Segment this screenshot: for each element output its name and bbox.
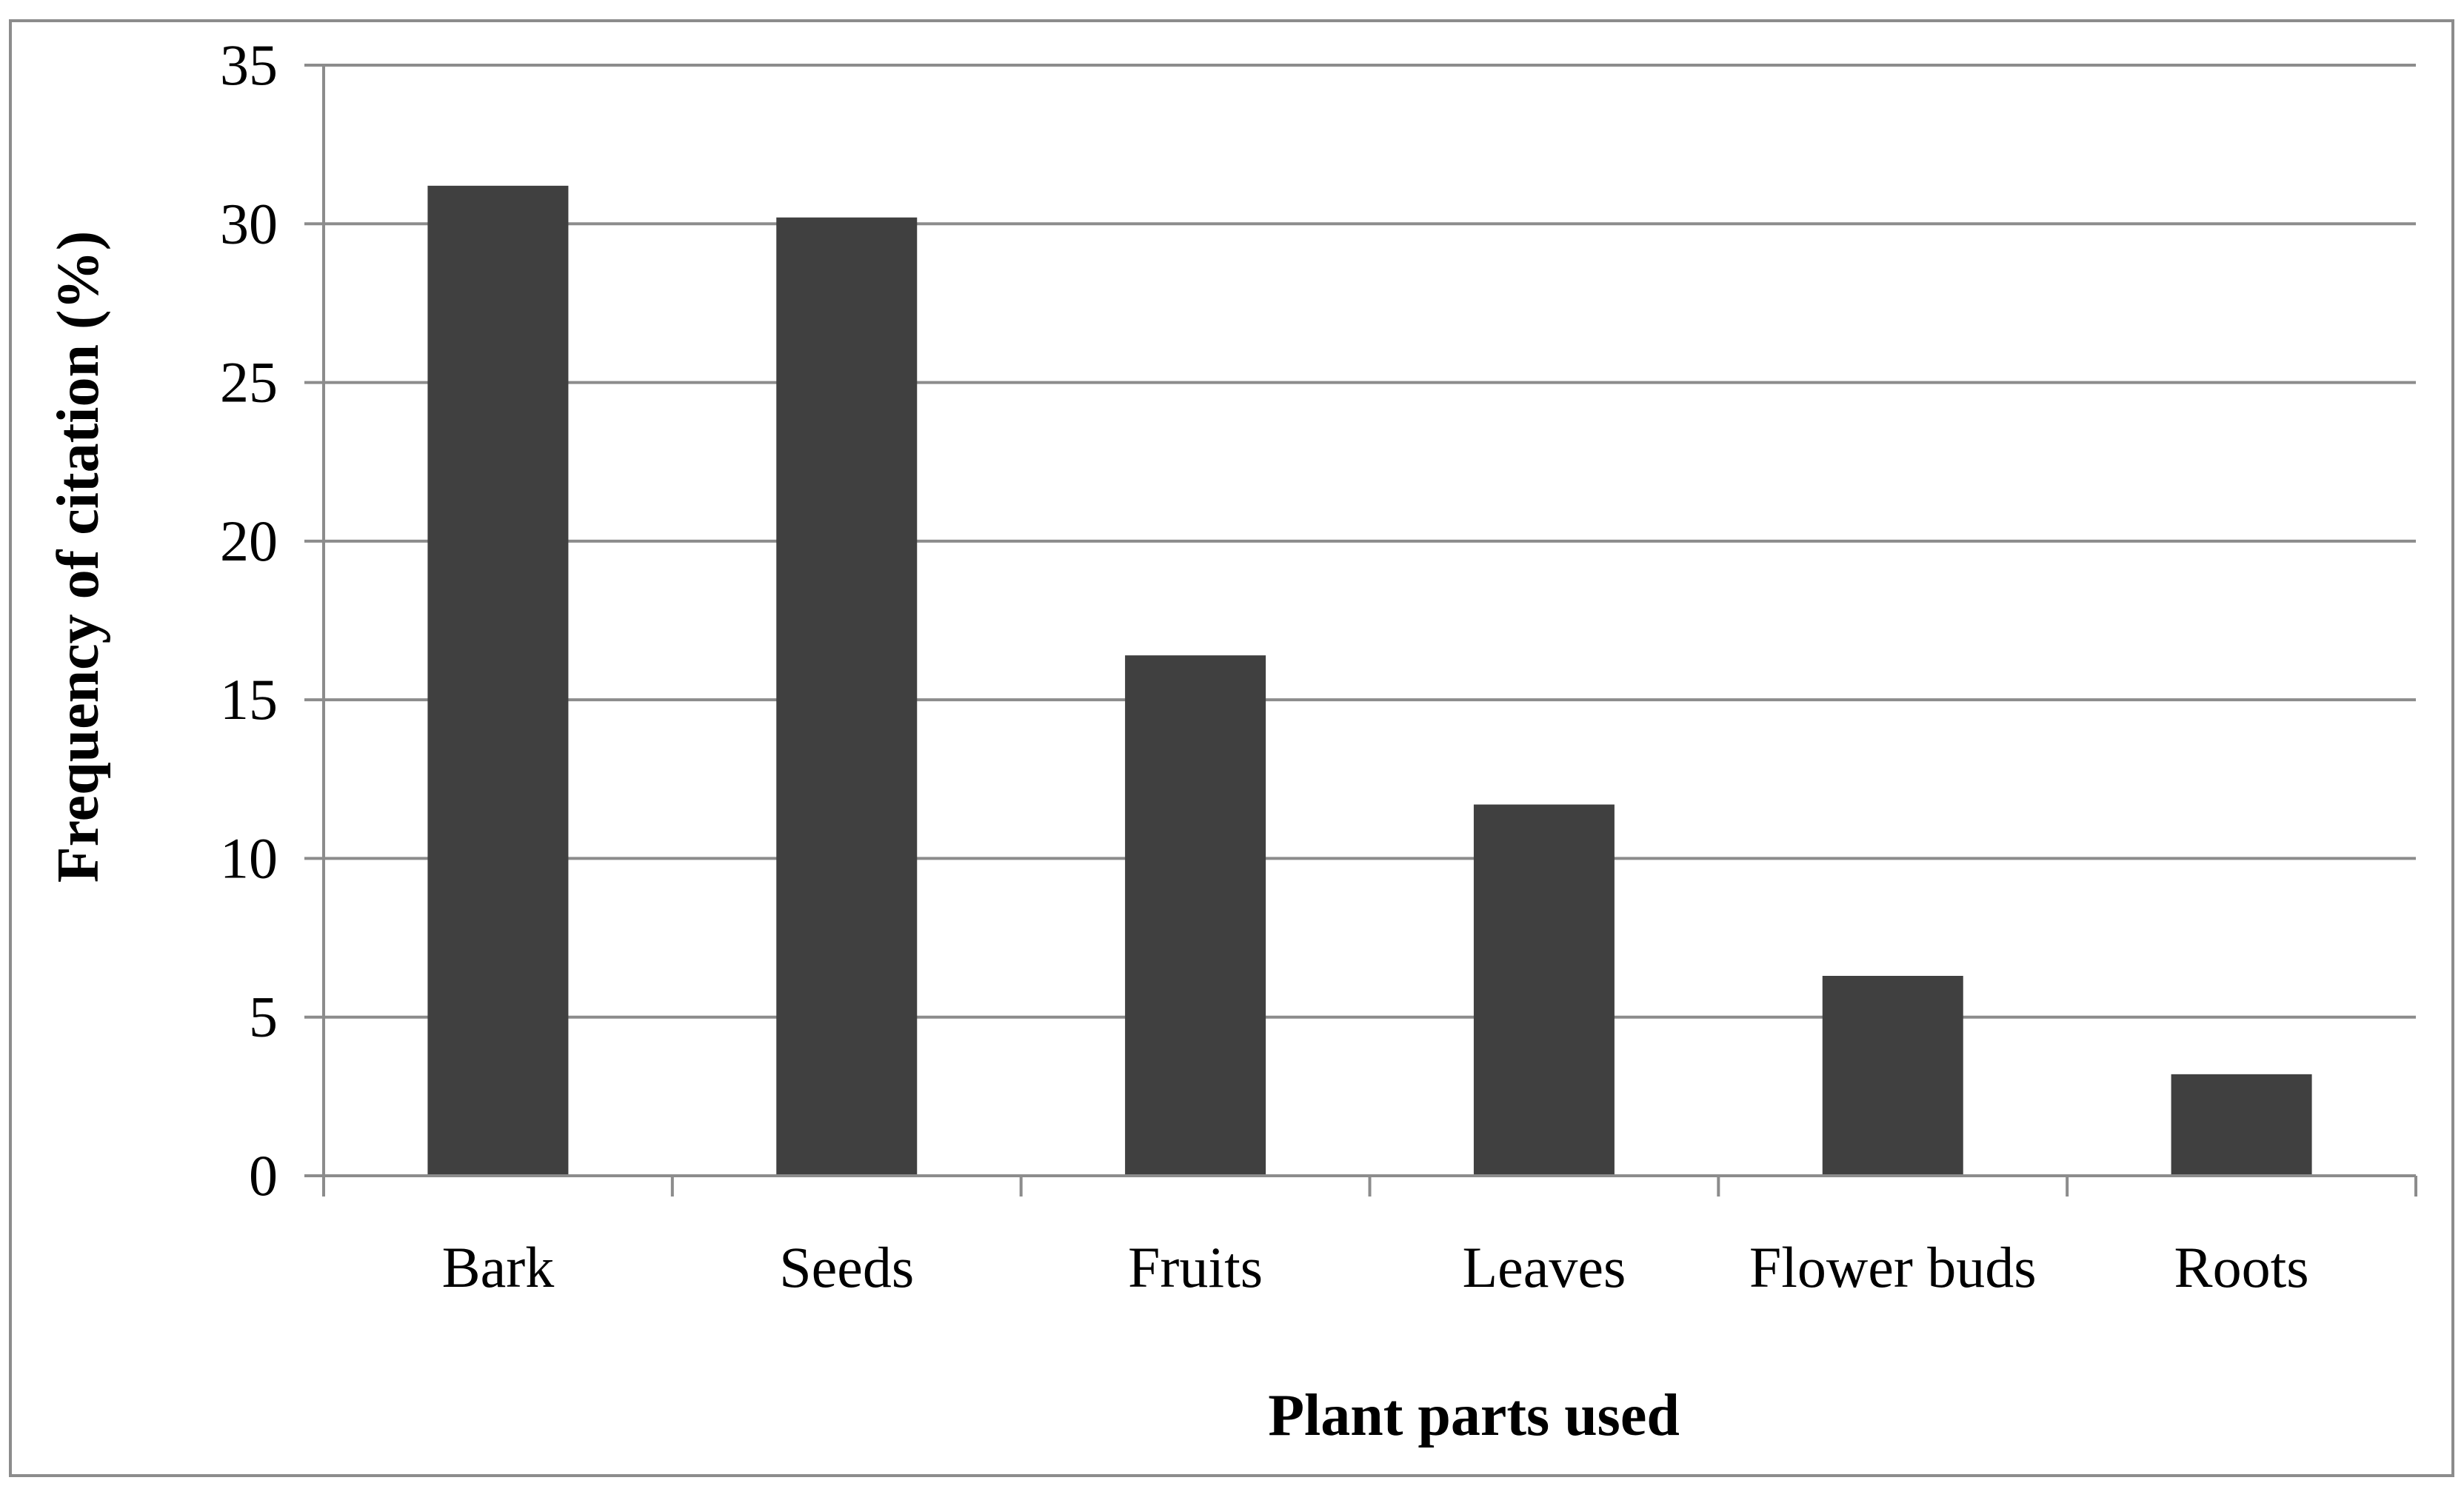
- y-tick-label: 30: [220, 191, 278, 255]
- x-tick-label: Seeds: [779, 1235, 914, 1299]
- y-tick-label: 20: [220, 509, 278, 573]
- bar-seeds: [776, 217, 918, 1176]
- x-axis-title: Plant parts used: [1268, 1383, 1680, 1448]
- axes: [304, 64, 2417, 1197]
- x-tick-label: Fruits: [1128, 1235, 1263, 1299]
- y-tick-label: 10: [220, 826, 278, 890]
- y-tick-labels: 0 5 10 15 20 25 30 35: [220, 33, 278, 1208]
- bar-bark: [427, 185, 569, 1176]
- bars: [427, 185, 2312, 1176]
- x-tick-label: Bark: [442, 1235, 555, 1299]
- x-tick-label: Leaves: [1462, 1235, 1626, 1299]
- bar-leaves: [1473, 804, 1615, 1176]
- bar-fruits: [1125, 655, 1266, 1176]
- gridlines: [324, 64, 2416, 1019]
- y-tick-label: 5: [249, 985, 278, 1049]
- bar-flower-buds: [1822, 976, 1963, 1176]
- y-tick-label: 0: [249, 1143, 278, 1208]
- y-tick-label: 25: [220, 350, 278, 415]
- y-tick-label: 15: [220, 667, 278, 732]
- bar-roots: [2171, 1074, 2312, 1176]
- x-tick-label: Roots: [2174, 1235, 2309, 1299]
- x-tick-labels: Bark Seeds Fruits Leaves Flower buds Roots: [442, 1235, 2309, 1299]
- x-tick-label: Flower buds: [1749, 1235, 2037, 1299]
- y-tick-label: 35: [220, 33, 278, 97]
- y-axis-title: Frequency of citation (%): [46, 231, 111, 883]
